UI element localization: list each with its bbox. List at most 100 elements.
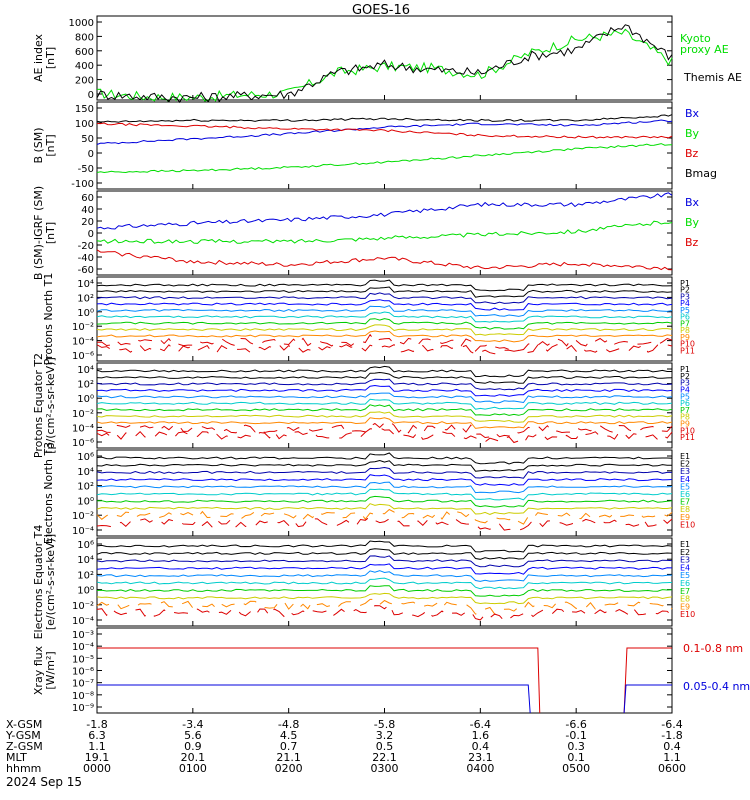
y-tick-label: 600 xyxy=(75,47,94,58)
panel-2: 150 100 50 0 -50 -100 B (SM) [nT] Bx By Bz Bmag xyxy=(32,101,717,190)
y-tick-label: 10² xyxy=(77,293,94,304)
y-tick-label: 10⁴ xyxy=(77,365,94,376)
axis-row-value: 19.1 xyxy=(85,751,110,764)
legend-label: P10 xyxy=(680,340,695,349)
legend-label: E6 xyxy=(680,490,690,499)
y-axis-label-unit: [p/(cm²-s-sr-keV)] xyxy=(44,357,57,454)
legend-label: Bmag xyxy=(685,167,717,180)
channel-line xyxy=(96,474,673,486)
y-axis-label-text: Xray flux xyxy=(32,645,45,695)
channel-line xyxy=(96,503,673,515)
channel-line xyxy=(96,333,673,352)
channel-line xyxy=(96,563,673,575)
y-axis-label-unit: [nT] xyxy=(44,134,57,156)
axis-row-value: 21.1 xyxy=(276,751,301,764)
axis-row-value: 5.6 xyxy=(184,729,202,742)
legend-label: P6 xyxy=(680,399,690,408)
legend-label: Bz xyxy=(685,236,699,249)
axis-row-label: hhmm xyxy=(6,762,41,775)
legend-label: Bx xyxy=(685,196,700,209)
y-tick-label: 10⁻² xyxy=(72,601,94,612)
y-tick-label: -60 xyxy=(78,265,94,276)
legend-label: E6 xyxy=(680,579,690,588)
legend-label: E8 xyxy=(680,505,690,514)
axis-row-value: -1.8 xyxy=(661,729,682,742)
series-line-bx xyxy=(96,192,673,230)
y-tick-label: 10⁶ xyxy=(77,452,94,463)
axis-row-value: 0600 xyxy=(658,762,686,775)
channel-line xyxy=(96,570,673,582)
y-tick-label: 10⁻⁴ xyxy=(72,642,94,653)
legend-label: 0.1-0.8 nm xyxy=(683,642,743,655)
legend-label: P1 xyxy=(680,365,690,374)
series-line-0.1-0.8nm xyxy=(97,647,672,714)
channel-line xyxy=(96,555,673,568)
legend-label: E2 xyxy=(680,460,690,469)
y-tick-label: 10⁻⁴ xyxy=(72,423,94,434)
legend-label: P5 xyxy=(680,392,690,401)
y-tick-label: 10⁻⁶ xyxy=(72,351,94,362)
y-axis-label-text: B (SM) xyxy=(32,127,45,163)
y-axis-label-unit: [W/m²] xyxy=(44,651,57,689)
y-tick-label: 100 xyxy=(75,119,94,130)
legend-label: P3 xyxy=(680,292,690,301)
series-line-by xyxy=(96,220,673,244)
legend-label: P3 xyxy=(680,379,690,388)
legend-label: P8 xyxy=(680,326,690,335)
y-tick-label: -50 xyxy=(78,164,94,175)
axis-row-value: -3.4 xyxy=(182,718,203,731)
y-tick-label: 10⁰ xyxy=(77,496,94,507)
legend-label: P7 xyxy=(680,319,690,328)
y-tick-label: 0 xyxy=(88,229,94,240)
axis-row-value: 0.3 xyxy=(567,740,585,753)
channel-line xyxy=(96,481,673,494)
axis-row-value: 23.1 xyxy=(468,751,493,764)
y-axis-label: AE index [nT] xyxy=(32,33,57,82)
panel-frame xyxy=(96,362,673,449)
y-axis-label: Electrons North T3 xyxy=(42,442,55,544)
y-tick-label: 50 xyxy=(81,134,94,145)
channel-line xyxy=(96,279,673,292)
legend-label: E3 xyxy=(680,556,690,565)
y-tick-label: -20 xyxy=(78,241,94,252)
legend-label: E5 xyxy=(680,482,690,491)
channel-line xyxy=(96,384,673,397)
legend-label: E7 xyxy=(680,498,690,507)
axis-row-value: 1.6 xyxy=(472,729,490,742)
panel-6: 10⁶ 10⁴ 10² 10⁰ 10⁻² 10⁻⁴ Electrons North T3 E1… xyxy=(42,442,695,544)
channel-line xyxy=(96,427,673,445)
axis-row-value: 0000 xyxy=(83,762,111,775)
axis-row-value: 0300 xyxy=(371,762,399,775)
y-axis-label-text: Electrons Equator T4 xyxy=(32,525,45,640)
channel-line xyxy=(96,585,673,597)
y-axis-label-text: B (SM)-IGRF (SM) xyxy=(32,186,45,280)
axis-row-label: X-GSM xyxy=(6,718,42,731)
y-axis-label-unit: [nT] xyxy=(44,222,57,244)
series-line-bmag xyxy=(96,114,673,123)
y-tick-label: 10⁶ xyxy=(77,540,94,551)
channel-line xyxy=(96,286,673,298)
series-line-bx xyxy=(96,119,673,145)
panel-frame xyxy=(96,15,673,101)
legend-label: P8 xyxy=(680,413,690,422)
axis-row-value: 0.9 xyxy=(184,740,202,753)
y-tick-label: 10⁻² xyxy=(72,511,94,522)
legend-label: P5 xyxy=(680,306,690,315)
y-axis-label-text: Protons Equator T2 xyxy=(32,353,45,458)
y-tick-label: 150 xyxy=(75,104,94,115)
legend-label: E10 xyxy=(680,610,695,619)
channel-line xyxy=(96,371,673,384)
channel-line xyxy=(96,459,673,472)
panel-frame xyxy=(96,627,673,714)
series-line-0.05-0.4nm xyxy=(97,684,672,714)
y-tick-label: 10² xyxy=(77,482,94,493)
y-tick-label: 20 xyxy=(81,217,94,228)
legend-label: P11 xyxy=(680,433,695,442)
date-label: 2024 Sep 15 xyxy=(6,775,82,789)
legend-label: E1 xyxy=(680,540,690,549)
axis-row-value: 0200 xyxy=(275,762,303,775)
channel-line xyxy=(96,508,673,525)
legend-label: P1 xyxy=(680,279,690,288)
